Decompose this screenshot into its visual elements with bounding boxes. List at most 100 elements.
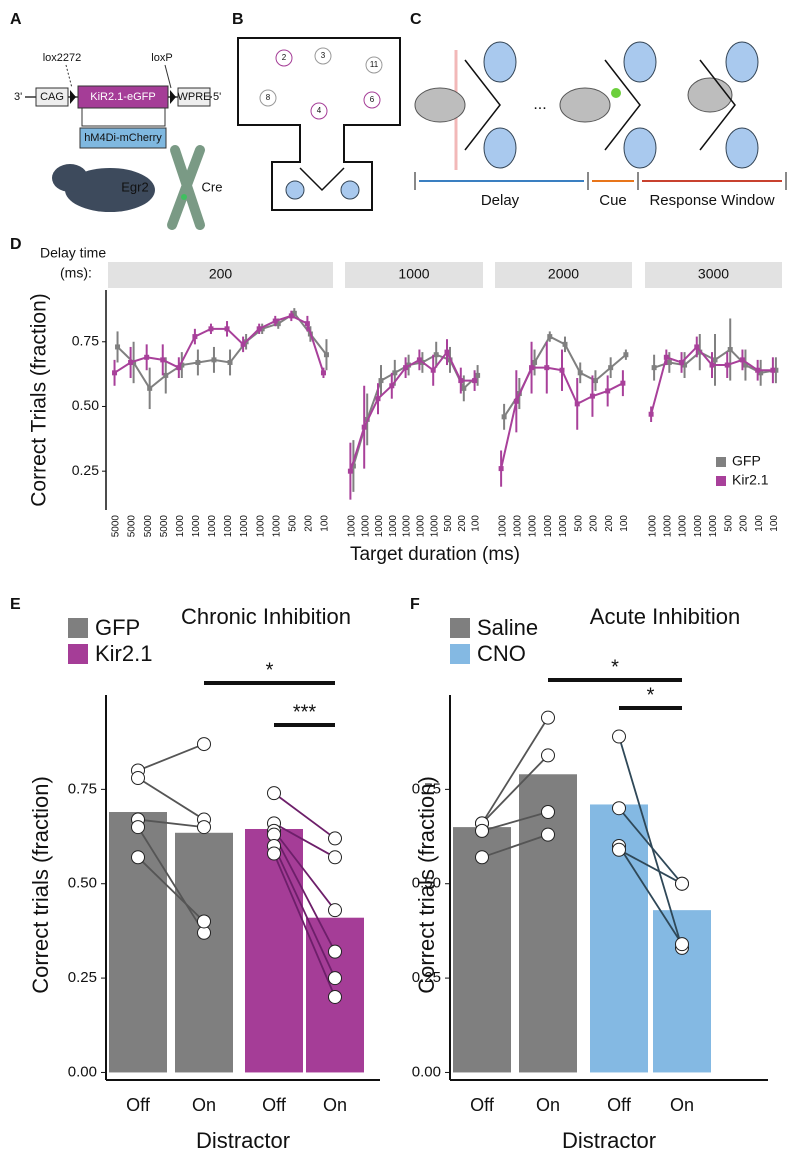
x-tick-label: 1000 (255, 515, 266, 538)
port (483, 127, 517, 169)
facet-strip (645, 262, 782, 288)
port (483, 41, 517, 83)
pair-line (137, 818, 205, 829)
x-tick-label: 1000 (543, 515, 554, 538)
point (430, 367, 436, 373)
point (498, 466, 504, 472)
point (389, 383, 395, 389)
point (267, 846, 281, 861)
panel-label: B (232, 11, 244, 28)
gene-box (77, 85, 169, 109)
x-tick-label: 1000 (558, 515, 569, 538)
x-tick-label: 1000 (271, 515, 282, 538)
point (256, 326, 262, 332)
mouse-id: 2 (282, 53, 287, 62)
pair-line (137, 743, 205, 772)
port-wall (604, 59, 641, 151)
point (544, 365, 550, 371)
arena-outline (237, 37, 401, 211)
point (328, 989, 342, 1004)
port (340, 180, 360, 200)
facet-label: Delay time (40, 245, 106, 261)
mouse-icon (314, 47, 332, 65)
mouse-icon (275, 49, 293, 67)
phase-label: Cue (599, 192, 627, 209)
x-tick-label: 1000 (223, 515, 234, 538)
x-tick-label: 5000 (127, 515, 138, 538)
point (176, 365, 182, 371)
point (475, 823, 489, 838)
x-tick-label: 1000 (374, 515, 385, 538)
point (163, 372, 169, 378)
series-line (349, 350, 475, 472)
x-tick-label: 1000 (693, 515, 704, 538)
point (328, 944, 342, 959)
point (291, 310, 297, 316)
pointer (164, 64, 172, 89)
point (742, 362, 748, 368)
point (328, 831, 342, 846)
port-wall (299, 167, 345, 192)
point (211, 357, 217, 363)
promoter-box (35, 87, 69, 107)
point (501, 414, 507, 420)
y-tick-label: 0.50 (412, 875, 441, 892)
mouse-icon (365, 56, 383, 74)
mouse-id: 3 (321, 51, 326, 60)
inverted-label: hM4Di-mCherry (84, 132, 162, 144)
point (272, 318, 278, 324)
point (416, 357, 422, 363)
chromosome-label: Egr2 (121, 179, 148, 194)
point (694, 344, 700, 350)
mouse-id: 8 (266, 93, 271, 102)
y-tick-label: 0.50 (72, 397, 99, 413)
point (208, 326, 214, 332)
construct-diagram: 3' CAG KiR2.1-eGFP WPRE 5' lox2272 loxP … (14, 52, 222, 230)
x-tick-label: 1000 (416, 515, 427, 538)
facet-title: 2000 (548, 266, 579, 282)
point (197, 820, 211, 835)
legend-label: Saline (477, 615, 538, 640)
point (433, 352, 439, 358)
pair-line (481, 811, 549, 832)
point (541, 827, 555, 842)
x-tick-label: 100 (754, 515, 765, 532)
legend-label: Kir2.1 (95, 641, 152, 666)
pair-line (618, 736, 683, 949)
pair-line (273, 830, 336, 911)
phase-label: Response Window (649, 192, 774, 209)
y-tick-label: 0.25 (68, 969, 97, 986)
legend-label: GFP (95, 615, 140, 640)
significance-label: * (611, 656, 619, 678)
facet-strip (108, 262, 333, 288)
point (328, 850, 342, 865)
point (651, 365, 657, 371)
arena-diagram: 2 3 11 8 4 6 (237, 37, 401, 211)
legend-swatch (716, 476, 726, 486)
point (224, 326, 230, 332)
point (559, 367, 565, 373)
point (623, 352, 629, 358)
pair-line (137, 777, 205, 821)
y-axis-label: Correct Trials (fraction) (28, 293, 51, 507)
point (147, 385, 153, 391)
x-tick-label: 1000 (512, 515, 523, 538)
cue-light (611, 88, 621, 98)
y-axis-label: Correct trials (fraction) (28, 776, 53, 994)
mouse (687, 77, 733, 113)
pair-line (137, 856, 205, 923)
port (725, 127, 759, 169)
point (675, 876, 689, 891)
point (304, 321, 310, 327)
point (131, 820, 145, 835)
y-tick-label: 0.75 (72, 332, 99, 348)
point (612, 842, 626, 857)
point (608, 365, 614, 371)
point (275, 321, 281, 327)
x-axis-label: Distractor (562, 1128, 656, 1153)
x-tick-label: 500 (443, 515, 454, 532)
point (112, 370, 118, 376)
significance-label: * (266, 659, 274, 681)
point (541, 748, 555, 763)
legend-swatch (450, 618, 470, 638)
